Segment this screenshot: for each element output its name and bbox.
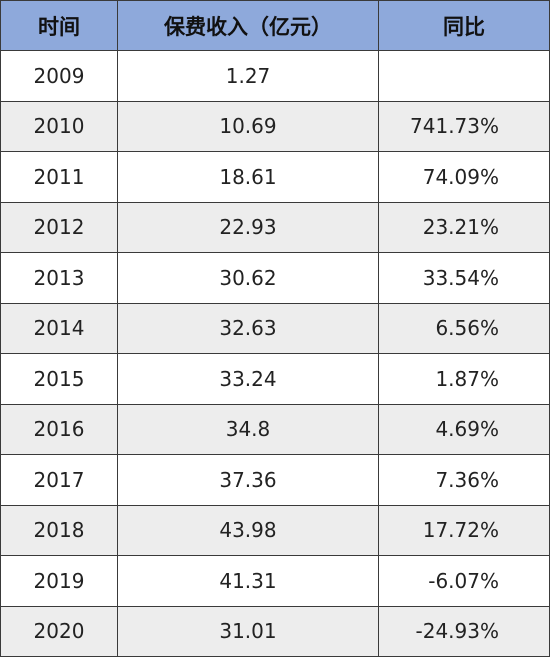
cell-yoy: 4.69% <box>378 403 550 455</box>
cell-revenue: 10.69 <box>117 100 379 152</box>
cell-year: 2016 <box>0 403 118 455</box>
table-row: 2009 1.27 <box>0 50 550 102</box>
cell-yoy: 33.54% <box>378 252 550 304</box>
cell-year: 2012 <box>0 201 118 253</box>
cell-revenue: 30.62 <box>117 252 379 304</box>
cell-yoy: -24.93% <box>378 605 550 657</box>
cell-revenue: 37.36 <box>117 454 379 506</box>
cell-yoy: 7.36% <box>378 454 550 506</box>
table-row: 2012 22.93 23.21% <box>0 201 550 253</box>
cell-revenue: 43.98 <box>117 504 379 556</box>
table-row: 2010 10.69 741.73% <box>0 100 550 152</box>
cell-year: 2009 <box>0 50 118 102</box>
cell-revenue: 22.93 <box>117 201 379 253</box>
cell-yoy: 74.09% <box>378 151 550 203</box>
cell-year: 2015 <box>0 353 118 405</box>
header-yoy: 同比 <box>378 0 550 51</box>
table-row: 2018 43.98 17.72% <box>0 504 550 556</box>
table-row: 2013 30.62 33.54% <box>0 252 550 304</box>
cell-year: 2019 <box>0 555 118 607</box>
cell-year: 2013 <box>0 252 118 304</box>
cell-yoy: 1.87% <box>378 353 550 405</box>
table-row: 2011 18.61 74.09% <box>0 151 550 203</box>
header-revenue: 保费收入（亿元） <box>117 0 379 51</box>
table-row: 2020 31.01 -24.93% <box>0 605 550 657</box>
cell-revenue: 32.63 <box>117 302 379 354</box>
cell-yoy: 6.56% <box>378 302 550 354</box>
table-row: 2014 32.63 6.56% <box>0 302 550 354</box>
cell-year: 2020 <box>0 605 118 657</box>
table-row: 2017 37.36 7.36% <box>0 454 550 506</box>
cell-year: 2018 <box>0 504 118 556</box>
cell-yoy <box>378 50 550 102</box>
cell-year: 2017 <box>0 454 118 506</box>
table-row: 2015 33.24 1.87% <box>0 353 550 405</box>
table-row: 2019 41.31 -6.07% <box>0 555 550 607</box>
header-year: 时间 <box>0 0 118 51</box>
cell-year: 2011 <box>0 151 118 203</box>
cell-year: 2014 <box>0 302 118 354</box>
cell-revenue: 34.8 <box>117 403 379 455</box>
cell-revenue: 31.01 <box>117 605 379 657</box>
cell-yoy: 17.72% <box>378 504 550 556</box>
cell-yoy: 23.21% <box>378 201 550 253</box>
table-row: 2016 34.8 4.69% <box>0 403 550 455</box>
cell-revenue: 33.24 <box>117 353 379 405</box>
cell-revenue: 41.31 <box>117 555 379 607</box>
header-row: 时间 保费收入（亿元） 同比 <box>0 0 550 51</box>
cell-year: 2010 <box>0 100 118 152</box>
cell-revenue: 18.61 <box>117 151 379 203</box>
cell-yoy: -6.07% <box>378 555 550 607</box>
cell-yoy: 741.73% <box>378 100 550 152</box>
cell-revenue: 1.27 <box>117 50 379 102</box>
